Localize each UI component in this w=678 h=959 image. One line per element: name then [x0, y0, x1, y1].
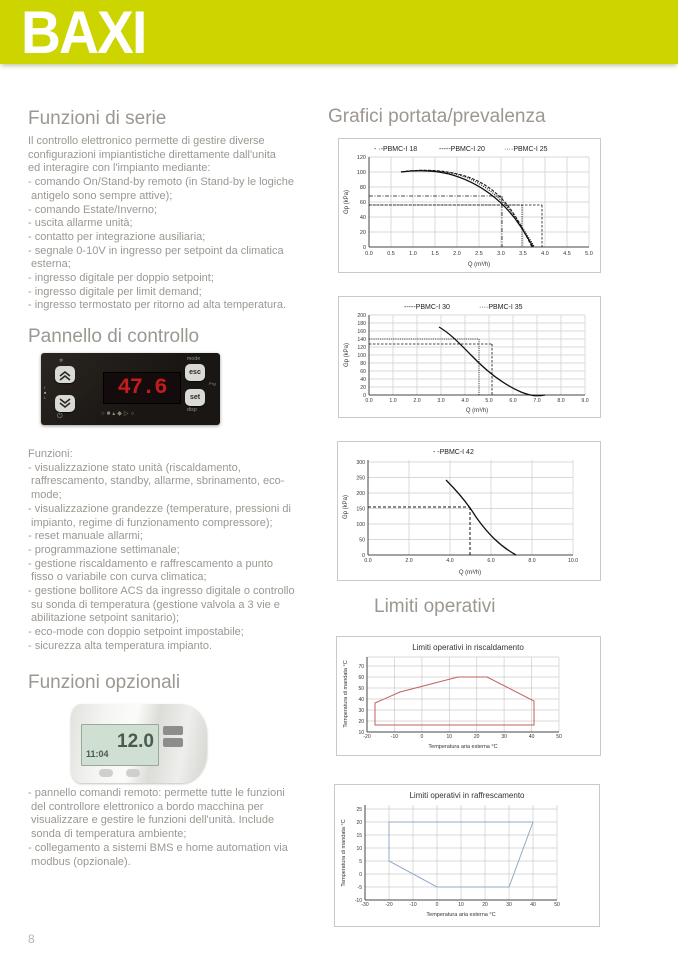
svg-text:0.0: 0.0	[365, 398, 372, 404]
svg-text:120: 120	[357, 155, 366, 161]
svg-text:40: 40	[529, 734, 535, 740]
svg-text:40: 40	[530, 902, 536, 908]
svg-text:7.0: 7.0	[533, 398, 540, 404]
svg-text:20: 20	[360, 385, 366, 391]
svg-text:5: 5	[359, 859, 362, 865]
svg-text:3.0: 3.0	[437, 398, 444, 404]
svg-text:4.5: 4.5	[563, 251, 571, 257]
svg-text:10: 10	[447, 734, 453, 740]
svg-text:30: 30	[501, 734, 507, 740]
svg-text:Temperatura aria esterna °C: Temperatura aria esterna °C	[426, 912, 495, 918]
svg-text:40: 40	[360, 377, 366, 383]
svg-text:200: 200	[356, 491, 365, 497]
svg-text:50: 50	[359, 538, 365, 544]
svg-text:8.0: 8.0	[557, 398, 564, 404]
svg-text:200: 200	[357, 313, 366, 319]
svg-text:60: 60	[358, 675, 364, 681]
svg-text:50: 50	[556, 734, 562, 740]
svg-text:30: 30	[506, 902, 512, 908]
svg-text:Temperatura aria esterna °C: Temperatura aria esterna °C	[428, 744, 497, 750]
svg-text:10: 10	[458, 902, 464, 908]
svg-text:20: 20	[356, 820, 362, 826]
svg-text:6.0: 6.0	[487, 558, 494, 564]
svg-text:2.0: 2.0	[453, 251, 461, 257]
svg-text:160: 160	[357, 329, 366, 335]
svg-text:25: 25	[356, 807, 362, 813]
svg-text:Gp (kPa): Gp (kPa)	[344, 190, 350, 214]
svg-text:10.0: 10.0	[568, 558, 578, 564]
svg-text:9.0: 9.0	[581, 398, 588, 404]
svg-text:120: 120	[357, 345, 366, 351]
svg-text:- ·-PBMC-I 18: - ·-PBMC-I 18	[374, 146, 417, 153]
svg-text:-20: -20	[363, 734, 370, 740]
svg-text:-10: -10	[391, 734, 398, 740]
svg-text:-10: -10	[409, 902, 416, 908]
svg-text:100: 100	[357, 170, 366, 176]
svg-text:140: 140	[357, 337, 366, 343]
svg-text:70: 70	[358, 664, 364, 670]
svg-text:20: 20	[358, 719, 364, 725]
svg-text:180: 180	[357, 321, 366, 327]
svg-text:-30: -30	[361, 902, 368, 908]
svg-text:5.0: 5.0	[585, 251, 593, 257]
svg-text:40: 40	[358, 697, 364, 703]
svg-text:Q (m³/h): Q (m³/h)	[459, 570, 481, 576]
svg-text:Temperatura di mandata °C: Temperatura di mandata °C	[341, 819, 347, 886]
svg-text:150: 150	[356, 507, 365, 513]
svg-text:1.5: 1.5	[431, 251, 439, 257]
svg-text:Limiti operativi in riscaldame: Limiti operativi in riscaldamento	[412, 643, 524, 652]
svg-text:0.0: 0.0	[365, 251, 373, 257]
svg-text:20: 20	[360, 230, 366, 236]
svg-text:20: 20	[474, 734, 480, 740]
svg-text:4.0: 4.0	[461, 398, 468, 404]
svg-text:-----PBMC-I 30: -----PBMC-I 30	[404, 304, 450, 311]
svg-text:3.0: 3.0	[497, 251, 505, 257]
svg-text:250: 250	[356, 476, 365, 482]
svg-text:300: 300	[356, 460, 365, 466]
svg-text:····PBMC-I 25: ····PBMC-I 25	[504, 146, 548, 153]
svg-text:4.0: 4.0	[541, 251, 549, 257]
svg-text:10: 10	[356, 846, 362, 852]
svg-text:60: 60	[360, 369, 366, 375]
svg-text:0: 0	[436, 902, 439, 908]
svg-text:0: 0	[359, 872, 362, 878]
svg-text:0.0: 0.0	[364, 558, 371, 564]
svg-text:- -PBMC-I 42: - -PBMC-I 42	[433, 449, 474, 456]
svg-text:3.5: 3.5	[519, 251, 527, 257]
svg-text:Temperatura di mandata °C: Temperatura di mandata °C	[343, 660, 349, 727]
svg-text:6.0: 6.0	[509, 398, 516, 404]
svg-text:50: 50	[554, 902, 560, 908]
svg-text:Q (m³/h): Q (m³/h)	[466, 408, 488, 414]
svg-text:Limiti operativi in raffrescam: Limiti operativi in raffrescamento	[409, 791, 525, 800]
svg-text:Gp (kPa): Gp (kPa)	[344, 343, 350, 367]
svg-text:80: 80	[360, 361, 366, 367]
svg-text:Gp (kPa): Gp (kPa)	[343, 495, 349, 519]
svg-text:40: 40	[360, 215, 366, 221]
svg-text:0.5: 0.5	[387, 251, 395, 257]
svg-text:60: 60	[360, 200, 366, 206]
svg-text:-5: -5	[358, 885, 363, 891]
svg-text:2.0: 2.0	[405, 558, 412, 564]
svg-text:15: 15	[356, 833, 362, 839]
svg-text:1.0: 1.0	[409, 251, 417, 257]
svg-text:····PBMC-I 35: ····PBMC-I 35	[479, 304, 523, 311]
svg-text:20: 20	[482, 902, 488, 908]
svg-text:0: 0	[421, 734, 424, 740]
svg-text:1.0: 1.0	[389, 398, 396, 404]
svg-text:100: 100	[357, 353, 366, 359]
svg-text:100: 100	[356, 522, 365, 528]
svg-text:2.5: 2.5	[475, 251, 483, 257]
svg-text:2.0: 2.0	[413, 398, 420, 404]
svg-text:30: 30	[358, 708, 364, 714]
svg-text:4.0: 4.0	[446, 558, 453, 564]
svg-text:5.0: 5.0	[485, 398, 492, 404]
svg-text:-----PBMC-I 20: -----PBMC-I 20	[439, 146, 485, 153]
svg-text:80: 80	[360, 185, 366, 191]
svg-text:50: 50	[358, 686, 364, 692]
svg-text:8.0: 8.0	[528, 558, 535, 564]
svg-text:-20: -20	[385, 902, 392, 908]
svg-text:Q (m³/h): Q (m³/h)	[468, 262, 490, 268]
